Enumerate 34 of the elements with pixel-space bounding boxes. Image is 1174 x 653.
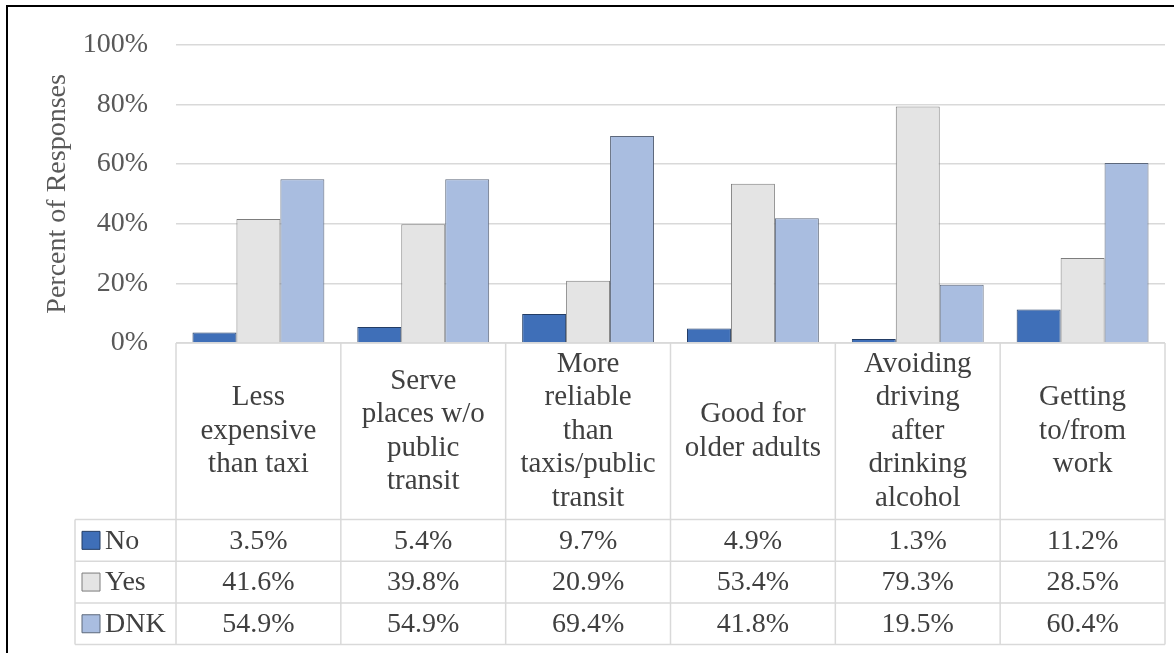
data-label: 41.8% <box>716 607 790 639</box>
legend-label: No <box>105 523 140 555</box>
data-label: 4.9% <box>723 523 783 555</box>
legend-label: DNK <box>105 607 166 639</box>
y-tick-label: 40% <box>96 206 148 238</box>
y-tick-label: 100% <box>82 27 148 59</box>
data-label: 19.5% <box>881 607 954 639</box>
x-tick-label: Avoiding driving after drinking alcohol <box>864 345 972 512</box>
data-label: 69.4% <box>551 607 625 639</box>
data-label: 1.3% <box>888 523 947 555</box>
data-label: 5.4% <box>394 523 453 555</box>
data-label: 60.4% <box>1046 607 1119 639</box>
data-label: 53.4% <box>716 565 790 597</box>
x-tick-label: Good for older adults <box>684 396 821 462</box>
data-label: 20.9% <box>551 565 625 597</box>
data-label: 41.6% <box>222 565 295 597</box>
y-tick-label: 20% <box>96 265 148 297</box>
y-tick-label: 80% <box>96 86 148 118</box>
y-axis-title: Percent of Responses <box>40 74 72 314</box>
data-label: 54.9% <box>387 607 460 639</box>
y-tick-label: 60% <box>96 146 148 178</box>
x-tick-label: More reliable than taxis/public transit <box>520 345 656 512</box>
data-label: 3.5% <box>229 523 288 555</box>
x-tick-label: Serve places w/o public transit <box>361 362 485 496</box>
y-tick-label: 0% <box>110 325 148 357</box>
data-label: 28.5% <box>1046 565 1119 597</box>
data-label: 39.8% <box>387 565 460 597</box>
data-label: 9.7% <box>558 523 618 555</box>
x-tick-label: Getting to/from work <box>1039 379 1127 479</box>
legend-label: Yes <box>105 565 146 597</box>
x-tick-label: Less expensive than taxi <box>200 379 317 479</box>
data-label: 11.2% <box>1046 523 1119 555</box>
data-label: 54.9% <box>222 607 295 639</box>
data-label: 79.3% <box>881 565 954 597</box>
